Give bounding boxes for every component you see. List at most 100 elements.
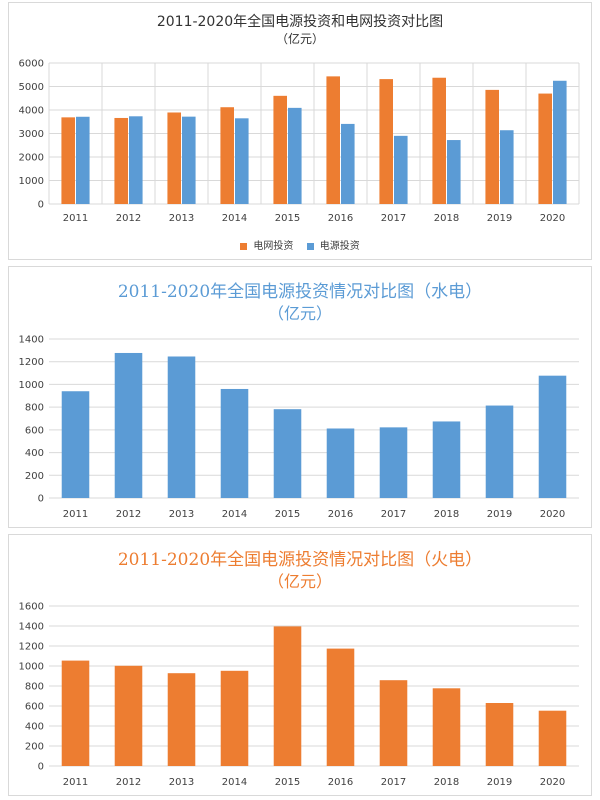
y-tick-label: 1000 [19, 380, 44, 391]
x-tick-label: 2011 [63, 213, 88, 224]
x-tick-label: 2012 [116, 509, 141, 520]
y-tick-label: 600 [25, 425, 44, 436]
legend-swatch-orange [240, 242, 248, 250]
x-tick-label: 2017 [381, 777, 406, 788]
x-tick-label: 2013 [169, 777, 194, 788]
x-tick-label: 2015 [275, 509, 300, 520]
legend-swatch-blue [306, 242, 314, 250]
chart-subtitle: （亿元） [267, 572, 332, 591]
chart-title: 2011-2020年全国电源投资情况对比图（水电） [117, 282, 483, 302]
bar-2018 [432, 688, 461, 766]
y-tick-label: 800 [25, 403, 44, 414]
bar-2016-series-0 [326, 76, 340, 204]
x-tick-label: 2018 [434, 777, 459, 788]
bar-2019 [485, 405, 514, 498]
x-tick-label: 2015 [275, 777, 300, 788]
y-tick-label: 1400 [19, 335, 44, 346]
bar-2018-series-1 [447, 140, 461, 204]
y-tick-label: 1600 [19, 602, 44, 613]
bar-2013-series-1 [182, 116, 196, 204]
bar-2013-series-0 [167, 112, 181, 204]
y-tick-label: 1400 [19, 622, 44, 633]
y-tick-label: 200 [25, 742, 44, 753]
y-tick-label: 1000 [19, 176, 44, 187]
bar-2020 [538, 710, 567, 766]
x-tick-label: 2017 [381, 213, 406, 224]
bar-2018-series-0 [432, 77, 446, 204]
bar-2017-series-0 [379, 79, 393, 204]
x-tick-label: 2011 [63, 777, 88, 788]
legend-label: 电源投资 [319, 241, 360, 252]
x-tick-label: 2016 [328, 777, 353, 788]
x-tick-label: 2012 [116, 213, 141, 224]
bar-2012 [114, 352, 143, 498]
bar-2012-series-0 [114, 117, 128, 204]
y-tick-label: 0 [38, 762, 44, 773]
x-tick-label: 2013 [169, 509, 194, 520]
bar-2017 [379, 680, 408, 766]
y-tick-label: 800 [25, 682, 44, 693]
bar-2014 [220, 670, 249, 766]
bar-chart-plot: 0 200 400 600 800 1000 1200 1400 1600 2011 2012 201… [19, 602, 579, 788]
y-tick-label: 400 [25, 448, 44, 459]
bar-2015 [273, 626, 302, 766]
chart-panel-hydro: 2011-2020年全国电源投资情况对比图（水电） （亿元） 0 200 400 60… [8, 266, 592, 528]
x-tick-label: 2018 [434, 213, 459, 224]
y-tick-label: 1000 [19, 662, 44, 673]
y-tick-label: 2000 [19, 153, 44, 164]
y-tick-label: 6000 [19, 59, 44, 70]
bar-2011 [61, 660, 90, 766]
x-tick-label: 2016 [328, 509, 353, 520]
bar-2012-series-1 [129, 116, 143, 204]
chart-title: 2011-2020年全国电源投资和电网投资对比图 [156, 14, 444, 30]
bar-2012 [114, 665, 143, 766]
bar-2019-series-0 [485, 89, 499, 204]
bar-2011 [61, 391, 90, 498]
y-tick-label: 200 [25, 471, 44, 482]
bar-chart-plot: 0 1000 2000 3000 4000 5000 6000 2011 2012 2013 201… [19, 59, 580, 224]
legend-item-grid: 电网投资 [240, 237, 293, 252]
bar-2016-series-1 [341, 123, 355, 204]
x-tick-label: 2015 [275, 213, 300, 224]
x-tick-label: 2019 [487, 777, 512, 788]
bar-2020 [538, 375, 567, 498]
bar-2020-series-0 [538, 93, 552, 204]
y-tick-label: 5000 [19, 82, 44, 93]
bar-2014-series-1 [235, 118, 249, 204]
x-tick-label: 2014 [222, 213, 247, 224]
bar-2020-series-1 [553, 80, 567, 204]
bar-2015 [273, 409, 302, 498]
chart-subtitle: （亿元） [275, 32, 324, 46]
y-tick-label: 4000 [19, 106, 44, 117]
bar-2013 [167, 356, 196, 498]
y-tick-label: 0 [38, 494, 44, 505]
y-tick-label: 1200 [19, 357, 44, 368]
x-tick-label: 2019 [487, 213, 512, 224]
bar-2016 [326, 648, 355, 766]
bar-2011-series-0 [61, 117, 75, 204]
x-tick-label: 2014 [222, 777, 247, 788]
chart-panel-investment-comparison: 2011-2020年全国电源投资和电网投资对比图 （亿元） 0 1000 2000 3… [8, 2, 592, 260]
bar-2018 [432, 421, 461, 498]
x-tick-label: 2012 [116, 777, 141, 788]
bar-2016 [326, 428, 355, 498]
bar-2015-series-0 [273, 95, 287, 204]
legend-item-power-source: 电源投资 [306, 237, 360, 252]
x-tick-label: 2019 [487, 509, 512, 520]
x-tick-label: 2011 [63, 509, 88, 520]
y-tick-label: 0 [38, 200, 44, 211]
bar-2014-series-0 [220, 107, 234, 204]
bar-2011-series-1 [76, 116, 90, 204]
chart-title: 2011-2020年全国电源投资情况对比图（火电） [117, 550, 483, 570]
x-tick-label: 2018 [434, 509, 459, 520]
bar-2017-series-1 [394, 135, 408, 204]
y-tick-label: 3000 [19, 129, 44, 140]
bar-chart-plot: 0 200 400 600 800 1000 1200 1400 2011 2012 2013 201… [19, 335, 579, 520]
x-tick-label: 2020 [540, 509, 565, 520]
x-tick-label: 2014 [222, 509, 247, 520]
x-tick-label: 2017 [381, 509, 406, 520]
bar-2019-series-1 [500, 130, 514, 204]
bar-2014 [220, 388, 249, 498]
bar-2019 [485, 703, 514, 766]
chart-legend: 电网投资 电源投资 [9, 237, 591, 252]
